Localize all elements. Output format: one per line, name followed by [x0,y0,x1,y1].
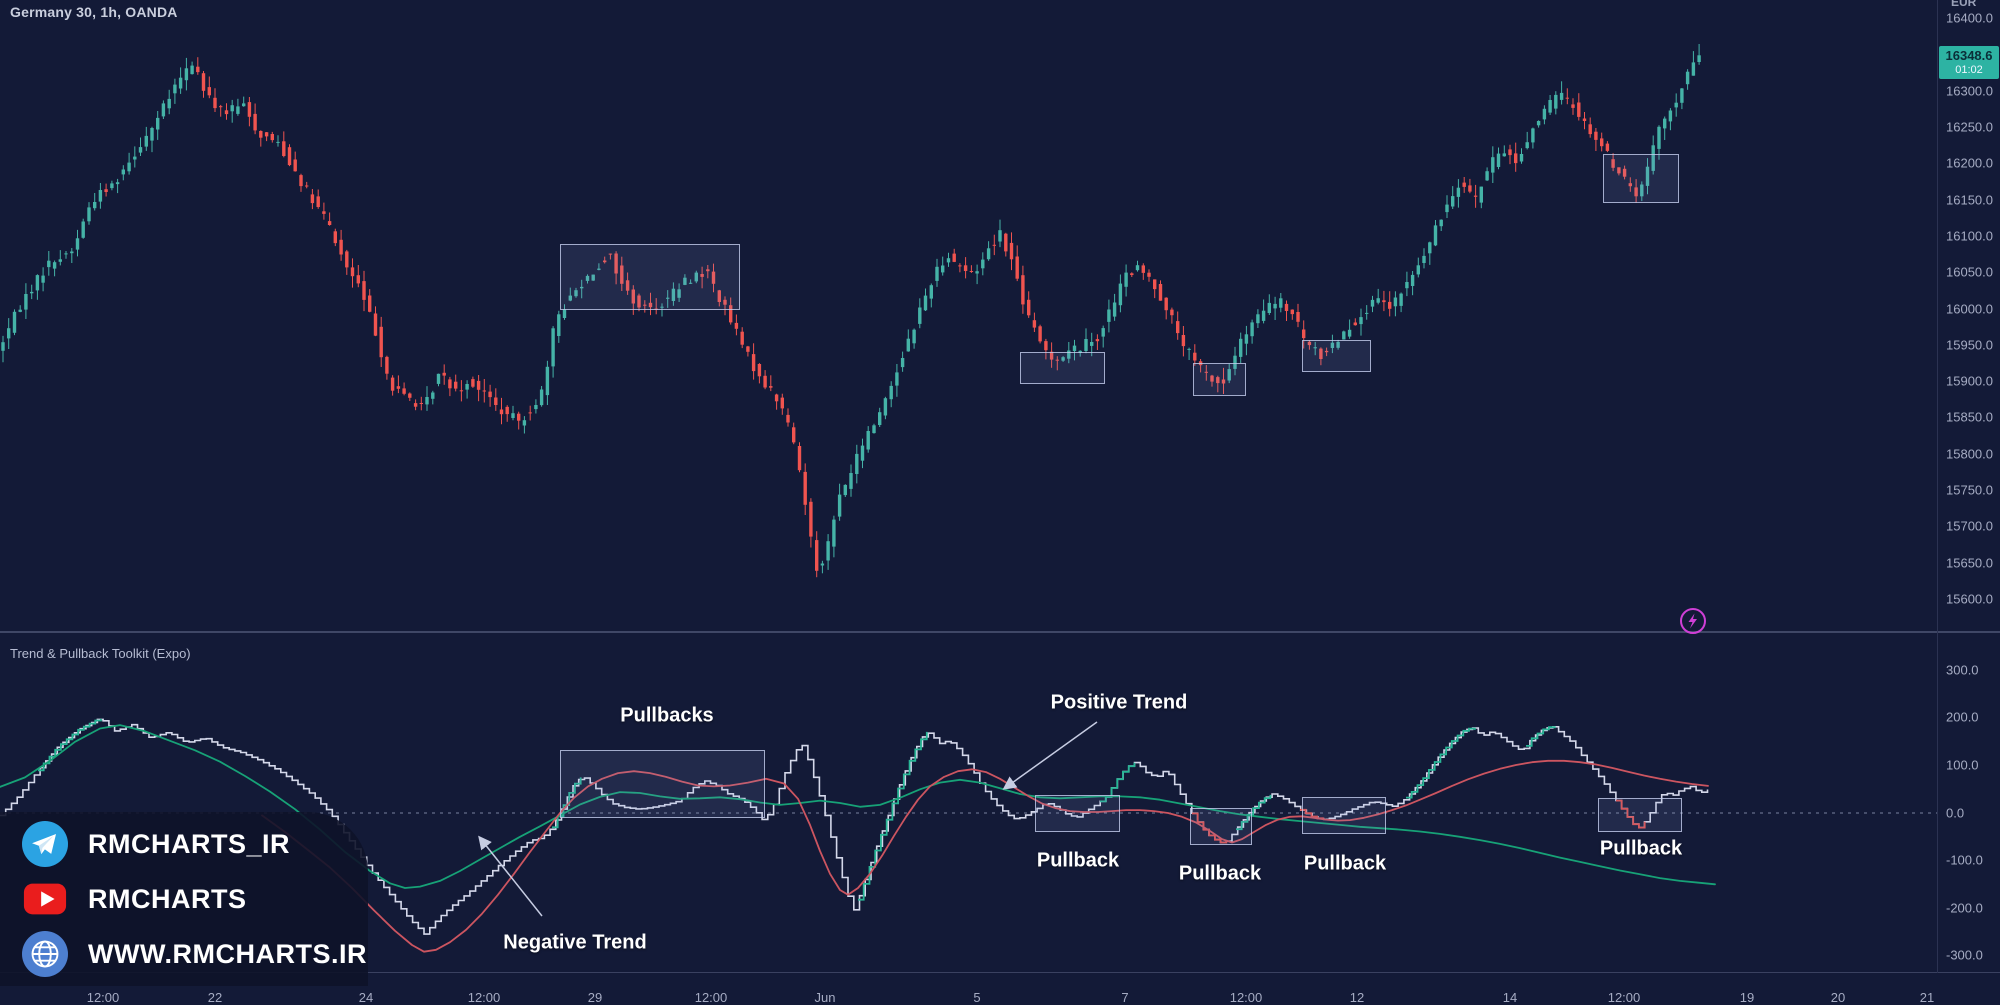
annotation-label[interactable]: Pullback [1036,849,1120,872]
osc-axis-label: 300.0 [1946,662,1979,678]
time-axis-label: 5 [973,990,981,1005]
time-axis-label: 12:00 [86,990,120,1005]
time-axis-label: 12:00 [694,990,728,1005]
youtube-handle: RMCHARTS [88,883,247,914]
time-axis-label: 29 [587,990,603,1005]
osc-axis-label: -100.0 [1946,852,1983,868]
trend-arrow[interactable] [1002,721,1098,790]
candles [1,44,1701,578]
price-axis-label: 15800.0 [1946,446,1993,462]
drawing-box[interactable] [560,750,765,818]
drawing-box[interactable] [1020,352,1105,384]
time-axis-label: 7 [1121,990,1129,1005]
oscillator-osc_up-segment [552,777,582,829]
time-axis-label: Jun [814,990,836,1005]
drawing-box[interactable] [1190,808,1252,845]
price-axis-label: 16050.0 [1946,264,1993,280]
price-axis-label: 15700.0 [1946,518,1993,534]
globe-icon [22,931,68,977]
price-axis-label: 15750.0 [1946,482,1993,498]
annotation-label[interactable]: Pullback [1303,852,1387,875]
time-axis-label: 12:00 [1229,990,1263,1005]
drawing-box[interactable] [1302,797,1386,834]
youtube-icon [23,883,67,915]
price-axis-label: 15650.0 [1946,555,1993,571]
price-axis-label: 15600.0 [1946,591,1993,607]
osc-axis-label: 100.0 [1946,757,1979,773]
time-axis-label: 22 [207,990,223,1005]
price-axis-label: 16150.0 [1946,192,1993,208]
drawing-box[interactable] [1193,363,1246,396]
time-axis-label: 21 [1919,990,1935,1005]
time-axis-label: 12:00 [467,990,501,1005]
symbol-title: Germany 30, 1h, OANDA [10,4,178,20]
osc-axis-label: 0.0 [1946,805,1965,821]
price-axis-label: 16000.0 [1946,301,1993,317]
last-price: 16348.6 [1945,47,1993,63]
youtube-link[interactable]: RMCHARTS [22,876,368,922]
oscillator-osc_up-segment [858,731,928,901]
lightning-icon[interactable] [1679,607,1707,635]
pane-divider[interactable] [0,631,2000,633]
annotation-label[interactable]: Negative Trend [503,931,647,954]
time-axis-label: 24 [358,990,374,1005]
chart-canvas[interactable] [0,0,1937,973]
price-axis-label: 15850.0 [1946,409,1993,425]
time-axis-divider [0,972,2000,973]
annotation-label[interactable]: Positive Trend [1050,691,1188,714]
time-axis-label: 12 [1349,990,1365,1005]
time-axis-label: 20 [1830,990,1846,1005]
drawing-box[interactable] [1603,154,1679,203]
bar-countdown: 01:02 [1955,63,1983,76]
drawing-box[interactable] [560,244,740,310]
oscillator-osc_up-segment [1406,727,1476,799]
oscillator-osc_down-segment [1192,812,1228,844]
telegram-link[interactable]: RMCHARTS_IR [22,821,368,867]
last-price-badge: 16348.6 01:02 [1939,46,1999,79]
price-axis-label: 15900.0 [1946,373,1993,389]
time-axis-label: 19 [1739,990,1755,1005]
social-panel: RMCHARTS_IR RMCHARTS WWW.RMCHARTS.IR [0,812,368,986]
oscillator-osc_up-segment [1526,726,1556,747]
price-axis-label: 15950.0 [1946,337,1993,353]
oscillator-osc_down-segment [1616,799,1646,829]
annotation-label[interactable]: Pullbacks [620,704,714,727]
price-axis-label: 16200.0 [1946,155,1993,171]
time-axis-label: 14 [1502,990,1518,1005]
annotation-label[interactable]: Pullback [1178,862,1262,885]
oscillator-line [0,718,1709,935]
drawing-box[interactable] [1302,340,1371,372]
osc-axis-label: 200.0 [1946,709,1979,725]
drawing-box[interactable] [1598,798,1682,832]
price-axis-label: 16300.0 [1946,83,1993,99]
website-link[interactable]: WWW.RMCHARTS.IR [22,931,368,977]
drawing-box[interactable] [1035,795,1120,832]
oscillator-osc_up-segment [1236,794,1272,831]
trend-arrow[interactable] [478,835,543,917]
osc-axis-label: -300.0 [1946,947,1983,963]
telegram-icon [22,821,68,867]
price-axis-label: 16250.0 [1946,119,1993,135]
time-axis-label: 12:00 [1607,990,1641,1005]
price-axis-label: 16400.0 [1946,10,1993,26]
currency-label: EUR [1951,0,1977,9]
telegram-handle: RMCHARTS_IR [88,828,291,859]
website-url: WWW.RMCHARTS.IR [88,938,367,969]
price-axis-border [1937,0,1938,973]
osc-axis-label: -200.0 [1946,900,1983,916]
price-axis-label: 16100.0 [1946,228,1993,244]
oscillator-osc_up-segment [38,718,102,772]
annotation-label[interactable]: Pullback [1599,837,1683,860]
indicator-title[interactable]: Trend & Pullback Toolkit (Expo) [10,646,191,661]
